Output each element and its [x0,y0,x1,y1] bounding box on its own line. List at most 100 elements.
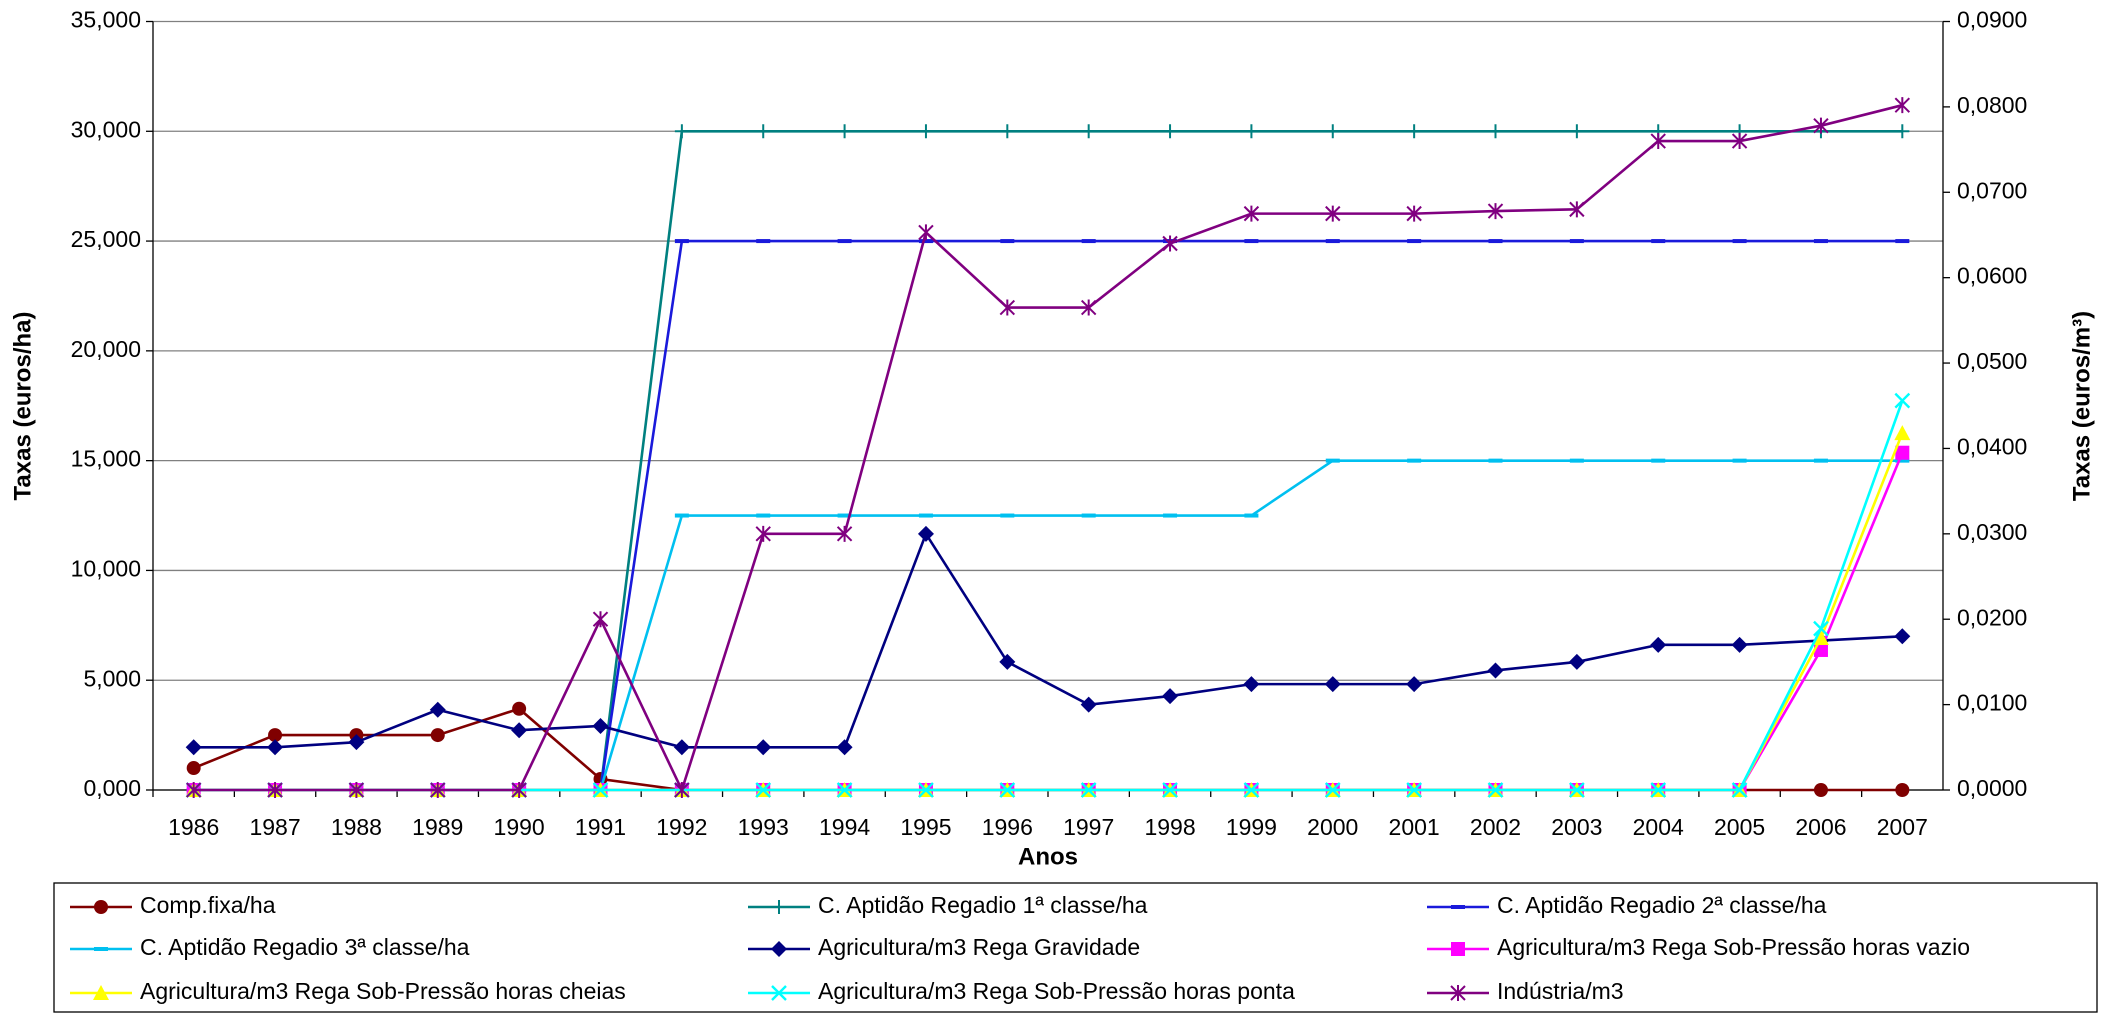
y2-tick-label: 0,0000 [1957,775,2027,801]
data-point [999,782,1016,798]
data-point [1243,676,1260,693]
data-point [1244,513,1259,518]
data-point [1813,620,1829,637]
data-point [512,701,527,716]
data-point [1895,239,1910,244]
data-point [1162,688,1179,705]
data-point [1488,124,1503,139]
data-point [1569,782,1585,798]
data-point [918,124,933,139]
legend-label: Agricultura/m3 Rega Sob-Pressão horas po… [818,978,1295,1004]
data-point [1081,239,1096,244]
y-tick-label: 5,000 [83,665,141,691]
data-point [1650,133,1666,150]
data-point [674,782,690,798]
series-line [193,707,1903,792]
data-point [1895,458,1910,463]
data-point [756,239,771,244]
data-point [1162,235,1178,252]
legend-label: C. Aptidão Regadio 2ª classe/ha [1497,892,1827,918]
data-point [348,782,365,798]
data-point [1487,662,1504,679]
data-point [592,717,609,734]
data-point [1895,124,1910,139]
y2-tick-label: 0,0800 [1957,92,2027,118]
x-tick-label: 1993 [738,814,789,840]
data-point [918,224,934,241]
x-tick-label: 1996 [982,814,1033,840]
x-tick-label: 2003 [1551,814,1602,840]
x-tick-label: 1986 [168,814,219,840]
x-tick-label: 1997 [1063,814,1114,840]
data-point [1163,124,1178,139]
data-point [1080,782,1097,798]
data-point [267,782,283,798]
data-point [1081,513,1096,518]
data-point [1569,458,1584,463]
data-point [1244,124,1259,139]
data-point [1813,239,1828,244]
data-point [1406,205,1422,222]
data-point [1487,782,1504,798]
data-point [1731,636,1748,653]
data-point [1813,458,1828,463]
data-point [1568,653,1585,670]
data-point [1406,782,1422,798]
x-tick-label: 2007 [1877,814,1928,840]
data-point [999,653,1016,670]
data-point [1731,782,1748,798]
x-tick-label: 1994 [819,814,870,840]
data-point [186,761,201,776]
data-point [999,299,1016,316]
data-point [1651,458,1666,463]
x-tick-label: 1998 [1144,814,1195,840]
series-line [193,452,1904,792]
data-point [1569,124,1584,139]
legend-label: Agricultura/m3 Rega Sob-Pressão horas ch… [140,978,626,1004]
legend-marker [771,941,787,957]
data-point [756,124,771,139]
data-point [430,782,446,798]
data-point [1812,630,1829,646]
data-point [837,239,852,244]
series-line [193,530,1903,749]
x-tick-label: 2002 [1470,814,1521,840]
x-tick-label: 2001 [1389,814,1440,840]
data-point [1244,239,1259,244]
data-point [267,739,284,756]
data-point [1000,124,1015,139]
data-point [1000,513,1015,518]
data-point [1894,392,1911,409]
y-tick-label: 35,000 [71,7,141,33]
data-point [1569,239,1584,244]
y2-tick-label: 0,0400 [1957,434,2027,460]
legend-box [53,882,2098,1013]
data-point [1163,513,1178,518]
data-point [1080,299,1097,316]
data-point [918,513,933,518]
y2-axis-title: Taxas (euros/m³) [2068,311,2095,501]
data-point [1324,676,1341,693]
y2-tick-label: 0,0100 [1957,690,2027,716]
x-tick-label: 1999 [1226,814,1277,840]
data-point [673,739,690,756]
data-point [1732,239,1747,244]
data-point [1407,239,1422,244]
data-point [917,525,934,542]
x-tick-label: 2004 [1633,814,1684,840]
data-point [756,513,771,518]
legend-label: Agricultura/m3 Rega Sob-Pressão horas va… [1497,934,1970,960]
x-tick-label: 2005 [1714,814,1765,840]
y-tick-label: 0,000 [83,775,141,801]
data-point [1895,783,1910,797]
legend-marker [1451,942,1465,956]
data-point [1894,425,1911,441]
data-point [1162,782,1178,798]
series-line [193,103,1903,794]
x-tick-label: 1995 [900,814,951,840]
legend-label: Indústria/m3 [1497,978,1624,1004]
x-tick-label: 2006 [1795,814,1846,840]
data-point [1650,636,1667,653]
